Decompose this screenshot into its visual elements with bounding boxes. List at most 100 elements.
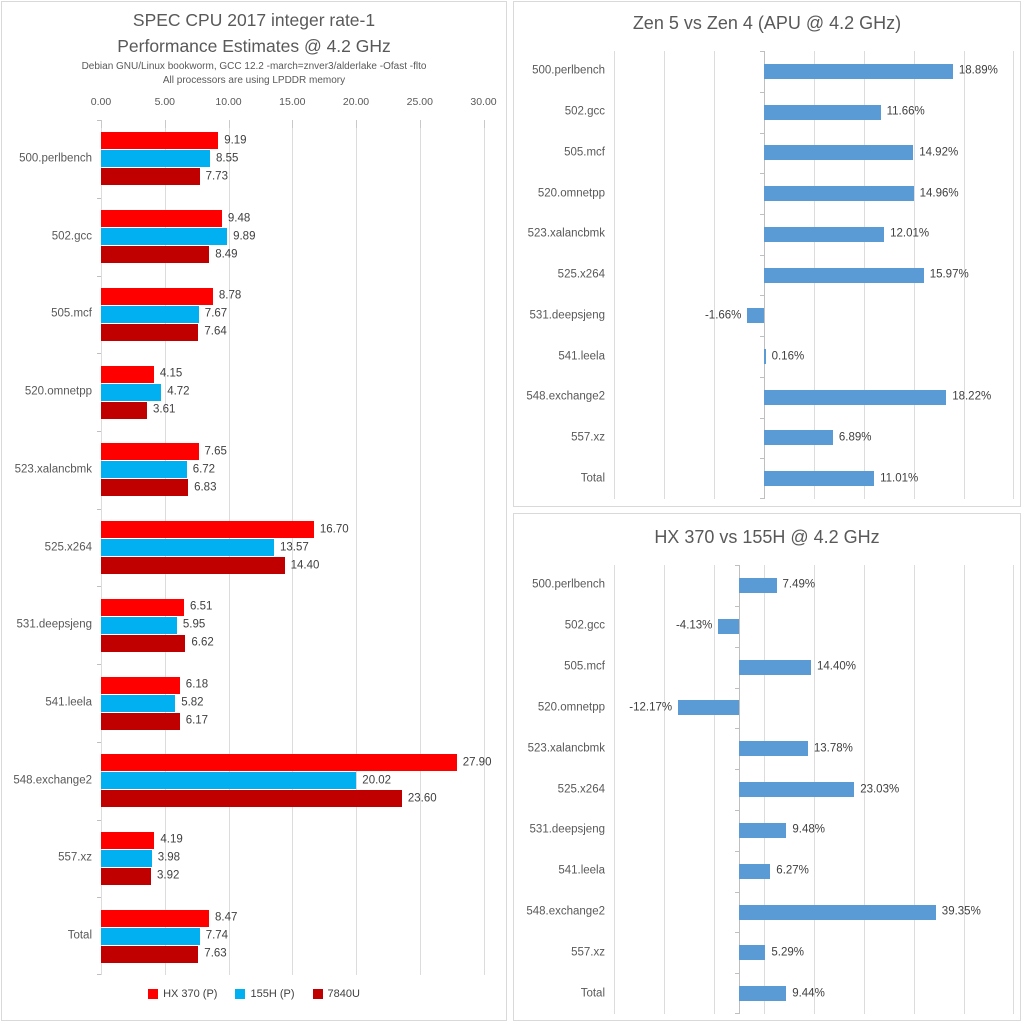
bar xyxy=(101,598,184,616)
x-axis-tick-label: 20.00 xyxy=(342,96,370,108)
spec-chart-plot-area: 500.perlbench 9.19 8.55 7.73 502.gcc 9.48 9.89… xyxy=(13,120,509,975)
value-label: 5.95 xyxy=(182,618,206,631)
legend-label: 155H (P) xyxy=(250,988,295,1000)
category-label: 541.leela xyxy=(558,864,605,877)
bar xyxy=(764,389,947,405)
bar xyxy=(101,945,199,963)
bar xyxy=(101,867,151,885)
value-label: 7.63 xyxy=(204,947,227,960)
value-label: 8.47 xyxy=(215,911,238,924)
legend-swatch xyxy=(312,989,323,999)
bar xyxy=(739,782,855,797)
value-label: 5.29% xyxy=(771,946,804,959)
value-label: 39.35% xyxy=(941,905,981,918)
category-label: Total xyxy=(580,986,605,999)
bar xyxy=(747,308,764,324)
x-axis-tick-label: 15.00 xyxy=(279,96,306,108)
x-axis-tick-label: 30.00 xyxy=(470,96,497,108)
spec-chart-subtitle: Debian GNU/Linux bookworm, GCC 12.2 -mar… xyxy=(2,60,506,88)
value-label: 5.82 xyxy=(181,696,204,709)
value-label: 6.62 xyxy=(191,636,214,649)
value-label: -12.17% xyxy=(629,701,673,714)
bar xyxy=(739,577,777,593)
axis-tick xyxy=(735,605,739,607)
legend-label: 7840U xyxy=(327,988,360,1000)
legend: HX 370 (P) 155H (P) 7840U xyxy=(2,988,506,1000)
category-label: 500.perlbench xyxy=(532,64,605,77)
bar xyxy=(739,945,766,961)
gridline xyxy=(1013,51,1014,499)
bar xyxy=(101,712,180,730)
value-label: 15.97% xyxy=(929,268,969,281)
bar xyxy=(101,228,228,246)
value-label: 7.65 xyxy=(204,445,227,458)
legend-swatch xyxy=(235,989,246,999)
bar xyxy=(101,831,155,849)
bar xyxy=(101,150,210,168)
bar xyxy=(739,741,808,757)
axis-tick xyxy=(735,565,739,566)
bar xyxy=(101,539,274,556)
value-label: 9.89 xyxy=(233,229,256,242)
zen5-vs-zen4-plot-area: 500.perlbench 18.89% 502.gcc 11.66% 505.mcf 1… xyxy=(526,51,1014,499)
category-label: 557.xz xyxy=(58,851,92,864)
gridline xyxy=(864,565,865,1014)
bar xyxy=(739,863,771,879)
spec-chart-subtitle-line2: All processors are using LPDDR memory xyxy=(162,75,346,86)
axis-tick xyxy=(292,120,294,128)
bar xyxy=(101,694,176,712)
bar xyxy=(101,676,180,694)
gridline xyxy=(292,120,294,975)
axis-tick xyxy=(735,973,739,975)
value-label: 3.98 xyxy=(157,851,181,864)
value-label: 27.90 xyxy=(462,755,492,768)
category-label: 531.deepsjeng xyxy=(529,308,605,321)
gridline xyxy=(914,565,915,1014)
gridline xyxy=(483,120,485,975)
axis-tick xyxy=(735,891,739,893)
value-label: 9.48% xyxy=(792,823,825,836)
hx370-vs-155h-chart-panel: HX 370 vs 155H @ 4.2 GHz 500.perlbench 7.… xyxy=(513,513,1021,1021)
category-label: 502.gcc xyxy=(564,105,605,118)
axis-tick xyxy=(356,120,357,128)
category-label: 505.mcf xyxy=(564,146,605,159)
bar xyxy=(101,383,162,401)
gridline xyxy=(614,51,615,499)
x-axis-tick-label: 25.00 xyxy=(406,96,433,108)
category-label: 548.exchange2 xyxy=(13,773,92,786)
bar xyxy=(101,365,154,383)
axis-tick xyxy=(735,932,739,934)
category-label: 500.perlbench xyxy=(532,578,605,591)
spec-cpu-chart-panel: SPEC CPU 2017 integer rate-1 Performance… xyxy=(1,1,507,1021)
category-label: 505.mcf xyxy=(51,307,92,320)
bar xyxy=(764,349,766,364)
category-label: 525.x264 xyxy=(44,540,92,553)
legend-label: HX 370 (P) xyxy=(163,988,218,1000)
bar xyxy=(739,659,811,675)
value-label: 6.72 xyxy=(192,463,216,476)
bar xyxy=(101,246,210,264)
axis-tick xyxy=(97,353,101,355)
axis-tick xyxy=(760,173,764,175)
axis-tick xyxy=(419,120,421,128)
category-label: 502.gcc xyxy=(564,619,605,632)
value-label: 23.60 xyxy=(407,791,437,804)
value-label: 7.49% xyxy=(782,578,816,591)
axis-tick xyxy=(97,430,101,432)
value-label: 4.72 xyxy=(167,385,190,398)
bar xyxy=(101,634,186,652)
bar xyxy=(678,700,739,716)
axis-tick xyxy=(760,498,764,499)
bar xyxy=(764,186,914,201)
bar xyxy=(101,557,285,574)
axis-tick xyxy=(97,974,101,975)
x-axis-tick-label: 10.00 xyxy=(215,96,242,108)
category-label: Total xyxy=(580,471,605,484)
bar xyxy=(101,287,213,305)
category-label: 520.omnetpp xyxy=(24,385,92,398)
value-label: 8.78 xyxy=(218,289,242,302)
hx370-vs-155h-plot-area: 500.perlbench 7.49% 502.gcc -4.13% 505.mcf 14… xyxy=(526,565,1014,1014)
bar xyxy=(101,790,402,808)
axis-tick xyxy=(760,458,764,460)
x-axis-tick-label: 0.00 xyxy=(90,96,112,108)
